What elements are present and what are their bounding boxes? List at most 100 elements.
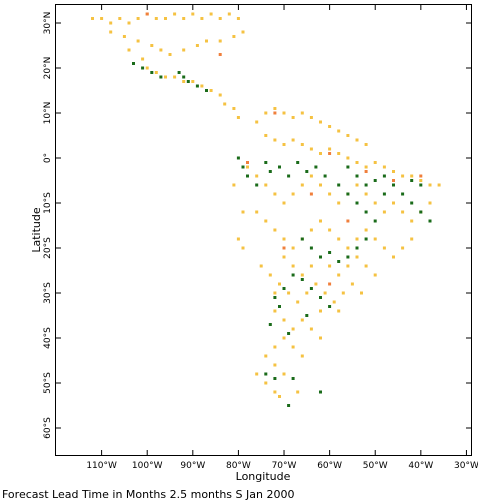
data-point — [355, 237, 359, 241]
x-tick-label: 30°W — [454, 461, 478, 471]
data-point — [122, 35, 126, 38]
data-point — [273, 291, 277, 295]
data-point — [392, 170, 395, 173]
data-point — [205, 89, 208, 92]
y-tick-label: 60°S — [43, 417, 53, 439]
data-point — [236, 116, 240, 119]
data-point — [145, 12, 149, 16]
data-point — [373, 219, 377, 223]
data-point — [218, 39, 222, 43]
data-point — [319, 183, 322, 187]
data-point — [337, 273, 341, 277]
data-point — [328, 264, 332, 268]
data-point — [382, 174, 386, 178]
data-point — [337, 237, 341, 241]
data-point — [382, 192, 386, 196]
data-point — [150, 71, 154, 74]
data-point — [223, 102, 227, 106]
data-point — [364, 143, 368, 146]
data-point — [328, 125, 332, 128]
data-point — [346, 156, 350, 160]
data-point — [264, 161, 268, 164]
data-point — [428, 219, 432, 223]
data-point — [282, 237, 286, 241]
data-point — [328, 147, 332, 151]
data-point — [337, 309, 341, 313]
data-point — [291, 327, 295, 331]
data-point — [191, 80, 195, 83]
data-point — [437, 183, 441, 187]
data-point — [410, 219, 414, 223]
data-point — [273, 228, 277, 232]
data-point — [282, 336, 286, 340]
data-point — [150, 44, 154, 47]
data-point — [364, 237, 368, 241]
x-tick-label: 50°W — [363, 461, 388, 471]
data-point — [273, 111, 277, 115]
data-point — [145, 66, 149, 70]
data-point — [319, 296, 322, 299]
data-point — [282, 255, 286, 259]
data-point — [328, 251, 332, 254]
data-point — [291, 116, 295, 119]
data-point — [337, 129, 341, 133]
data-point — [319, 309, 322, 313]
data-point — [305, 314, 309, 317]
data-point — [328, 228, 332, 232]
data-point — [209, 12, 213, 16]
x-tick-label: 110°W — [86, 461, 117, 471]
data-point — [346, 255, 350, 259]
data-point — [173, 75, 177, 79]
data-point — [346, 246, 350, 250]
forecast-caption: Forecast Lead Time in Months 2.5 months … — [2, 488, 295, 501]
data-point — [428, 201, 432, 205]
data-point — [291, 345, 295, 349]
data-point — [182, 80, 186, 83]
data-point — [282, 372, 286, 376]
data-point — [319, 390, 322, 394]
data-point — [200, 17, 204, 20]
y-tick-label: 50°S — [43, 372, 53, 394]
data-point — [273, 192, 277, 196]
data-point — [300, 111, 304, 115]
data-point — [364, 210, 368, 214]
data-point — [382, 165, 386, 169]
data-point — [291, 246, 295, 250]
y-tick-label: 10°S — [43, 192, 53, 214]
y-tick-label: 20°N — [43, 57, 53, 80]
data-point — [300, 318, 304, 322]
data-point — [346, 165, 350, 169]
data-point — [419, 210, 423, 214]
data-point — [264, 111, 268, 115]
x-tick-label: 60°W — [317, 461, 342, 471]
data-point — [309, 327, 313, 331]
data-point — [255, 183, 259, 187]
y-axis-title: Latitude — [30, 207, 43, 253]
data-point — [246, 174, 249, 178]
data-point — [91, 17, 94, 20]
data-point — [319, 120, 322, 124]
data-point — [323, 174, 327, 178]
data-point — [401, 246, 405, 250]
data-point — [182, 75, 186, 79]
data-point — [200, 84, 204, 88]
data-point — [209, 89, 213, 92]
data-point — [168, 53, 172, 56]
data-point — [195, 44, 199, 47]
data-point — [227, 12, 231, 16]
data-point — [309, 287, 313, 290]
data-point — [309, 147, 313, 151]
x-tick-label: 90°W — [180, 461, 205, 471]
data-point — [373, 179, 377, 182]
data-point — [373, 273, 377, 277]
data-point — [273, 296, 277, 299]
data-point — [305, 291, 309, 295]
data-point — [268, 323, 272, 326]
data-point — [300, 278, 304, 281]
data-point — [355, 183, 359, 187]
y-tick-label: 0° — [43, 153, 53, 163]
data-point — [305, 170, 309, 173]
data-point — [273, 345, 277, 349]
data-point — [323, 291, 327, 295]
